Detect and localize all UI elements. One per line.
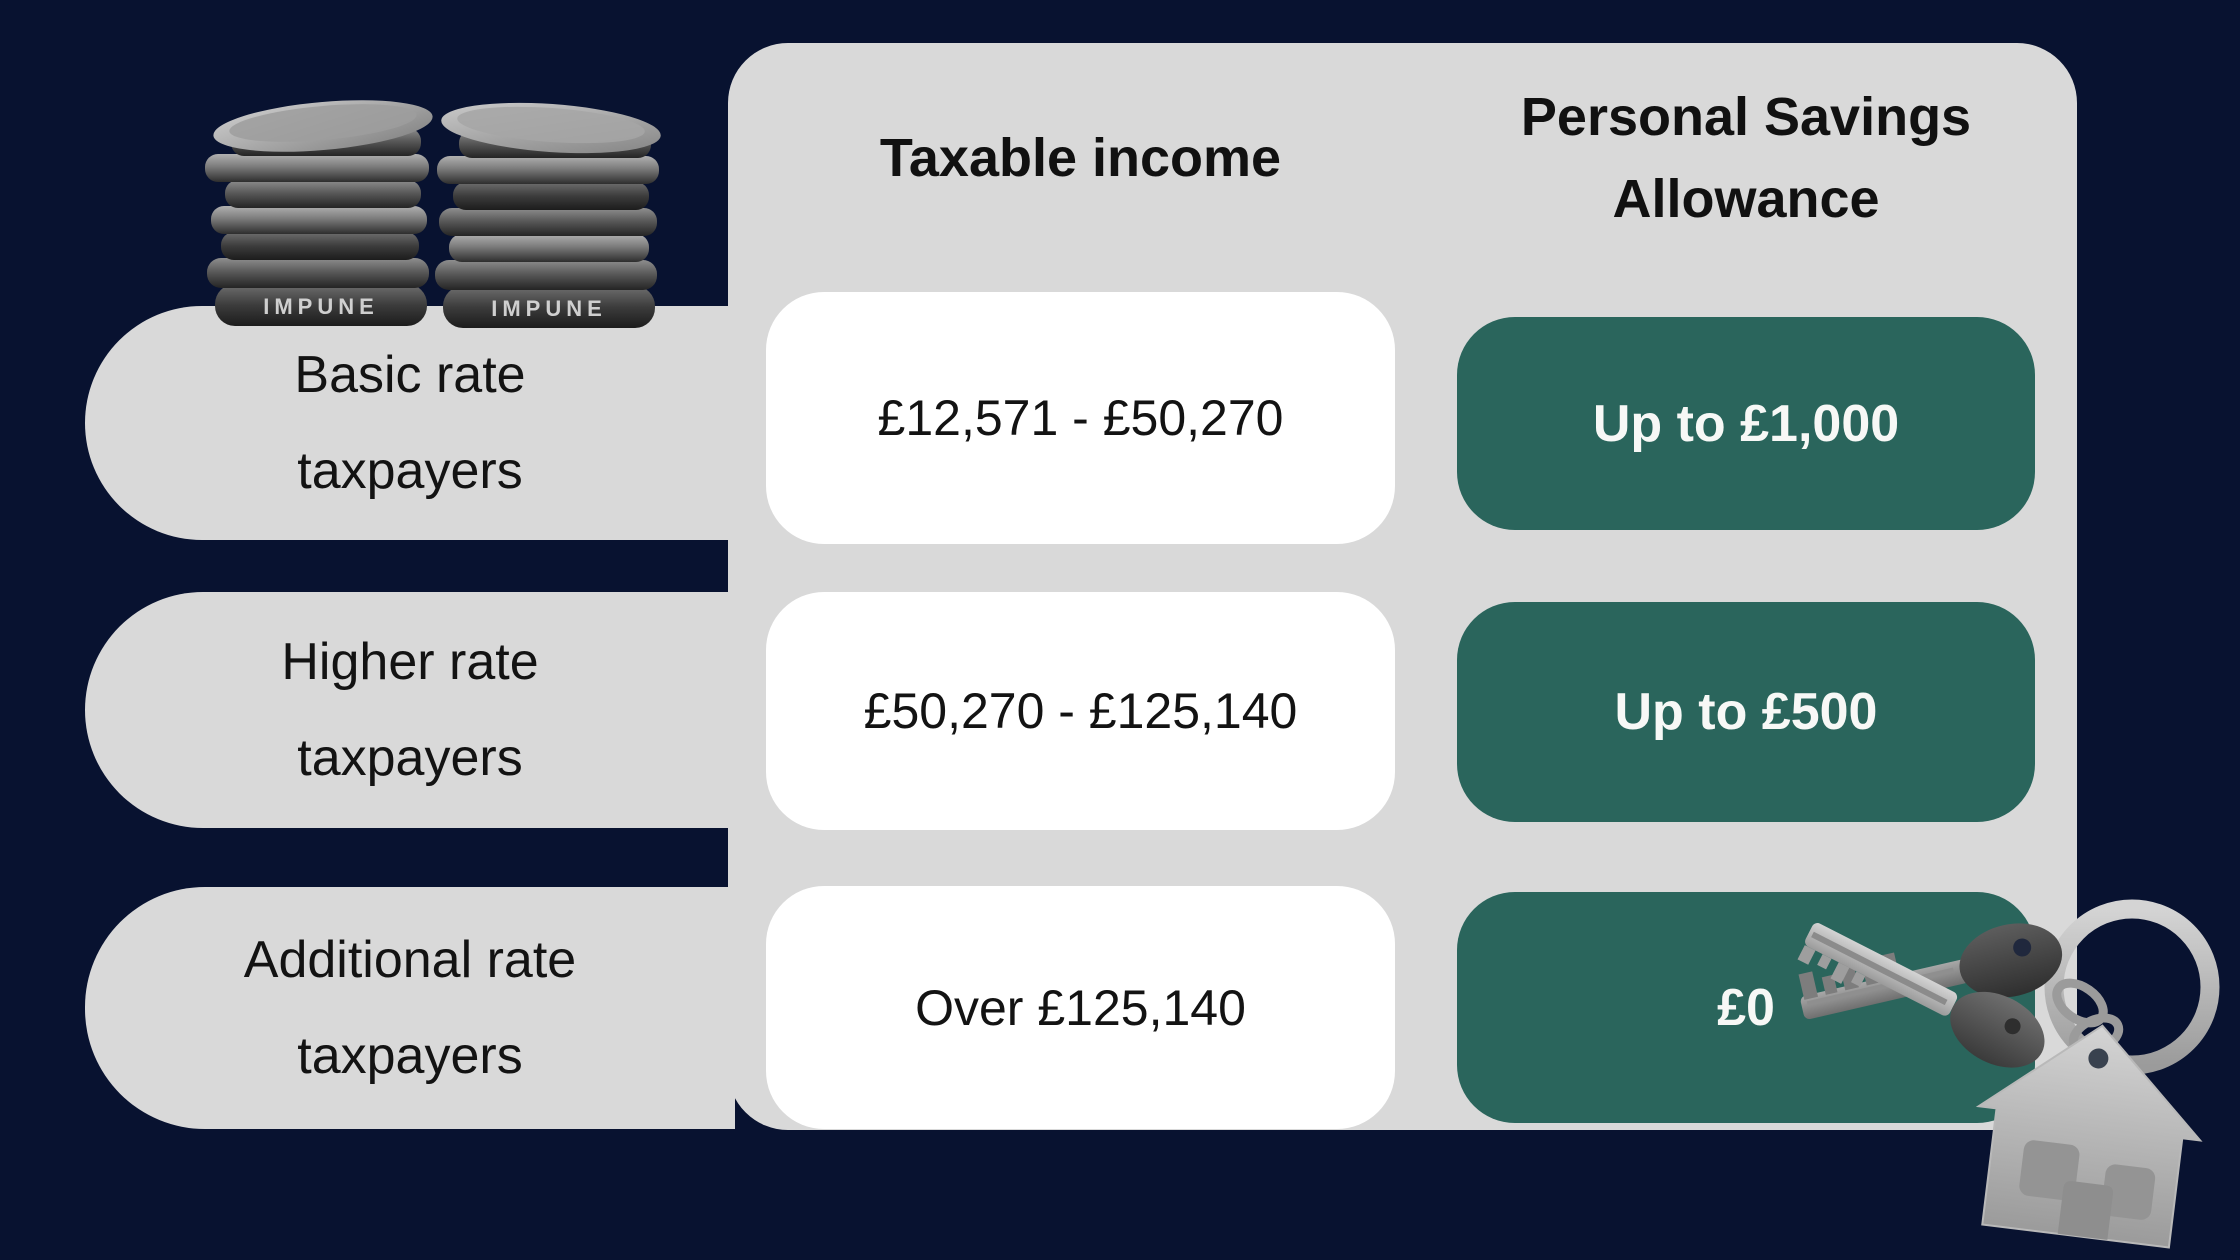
row-label-line: taxpayers — [297, 1027, 523, 1085]
house-keychain-icon — [1975, 1024, 2203, 1249]
allowance-cell-higher: Up to £500 — [1457, 602, 2035, 822]
row-label-line: Basic rate — [294, 346, 526, 404]
row-label-additional-rate: Additional rate taxpayers — [85, 887, 735, 1129]
coin-engraving-text: IMPUNE — [491, 296, 607, 321]
allowance-value: Up to £1,000 — [1592, 394, 1900, 453]
taxable-income-label: Taxable income — [879, 128, 1282, 188]
row-label-line: taxpayers — [297, 442, 523, 500]
coin-stack-right: IMPUNE — [435, 102, 661, 328]
allowance-value: Up to £500 — [1614, 683, 1878, 741]
psa-label-line2: Allowance — [1612, 169, 1880, 229]
row-label-higher-rate: Higher rate taxpayers — [85, 592, 735, 828]
allowance-cell-basic: Up to £1,000 — [1457, 317, 2035, 530]
income-value: £12,571 - £50,270 — [877, 390, 1284, 446]
income-cell-additional: Over £125,140 — [766, 886, 1395, 1129]
house-keys-photo — [1797, 899, 2220, 1249]
coin-stacks-photo: IMPUNE IMPUNE — [205, 100, 661, 328]
column-header-taxable-income: Taxable income — [766, 112, 1395, 204]
income-cell-basic: £12,571 - £50,270 — [766, 292, 1395, 544]
income-value: Over £125,140 — [915, 979, 1246, 1036]
income-value: £50,270 - £125,140 — [863, 683, 1298, 739]
row-label-line: taxpayers — [297, 729, 523, 787]
row-label-line: Additional rate — [243, 931, 577, 989]
key-lower-icon — [1797, 923, 2045, 1068]
coin-engraving-text: IMPUNE — [263, 294, 379, 319]
row-label-line: Higher rate — [281, 633, 539, 691]
coin-stack-left: IMPUNE — [205, 100, 433, 326]
column-header-personal-savings-allowance: Personal Savings Allowance — [1457, 68, 2035, 248]
allowance-value: £0 — [1717, 978, 1775, 1037]
psa-label-line1: Personal Savings — [1520, 87, 1972, 147]
row-label-basic-rate: Basic rate taxpayers — [85, 306, 735, 540]
income-cell-higher: £50,270 - £125,140 — [766, 592, 1395, 830]
